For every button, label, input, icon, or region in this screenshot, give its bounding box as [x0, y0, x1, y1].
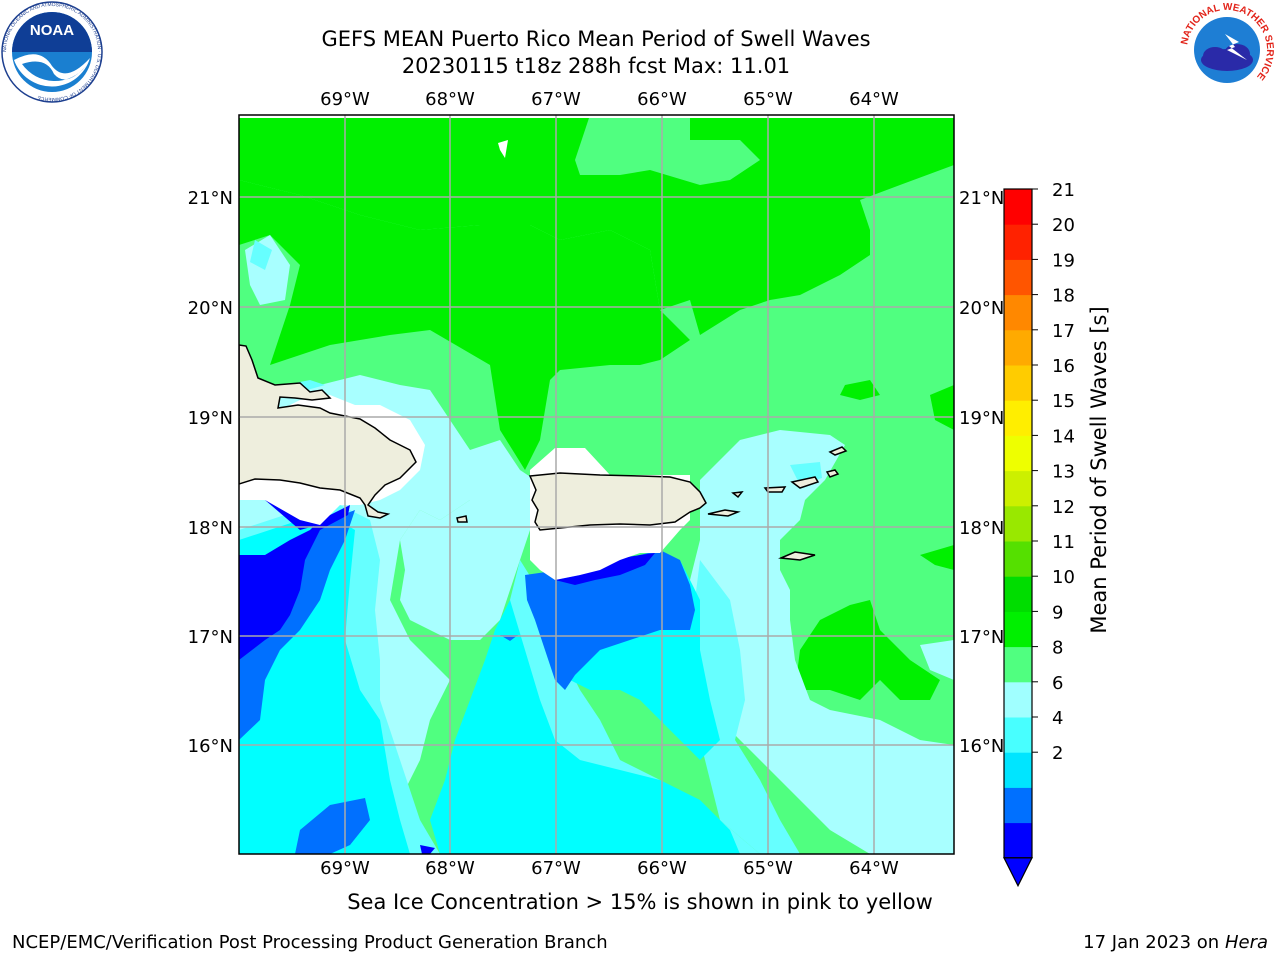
lat-tick-label: 19°N	[188, 408, 233, 429]
nws-logo: NATIONAL WEATHER SERVICE	[1179, 2, 1275, 97]
lat-tick-label: 16°N	[188, 736, 233, 757]
colorbar-tick-label: 14	[1052, 426, 1075, 447]
anegada	[825, 469, 840, 478]
lat-tick-label: 16°N	[959, 736, 1004, 757]
lon-tick-label: 64°W	[849, 89, 899, 110]
sombrero	[828, 446, 848, 456]
vieques	[707, 509, 741, 517]
lon-tick-label: 69°W	[320, 858, 370, 879]
colorbar-frame	[1003, 188, 1033, 859]
colorbar-swatch	[1004, 752, 1032, 788]
lat-tick-label: 18°N	[188, 518, 233, 539]
hispaniola	[239, 344, 417, 519]
lat-tick-label: 17°N	[188, 627, 233, 648]
colorbar-tick-label: 15	[1052, 391, 1075, 412]
tortola	[790, 476, 820, 489]
colorbar-swatch	[1004, 189, 1032, 225]
colorbar-tick-label: 20	[1052, 215, 1075, 236]
colorbar-tick-label: 10	[1052, 567, 1075, 588]
colorbar-swatch	[1004, 822, 1032, 859]
colorbar-swatch	[1004, 365, 1032, 401]
noaa-logo: NOAA NATIONAL OCEANIC AND ATMOSPHERIC AD…	[1, 1, 103, 103]
lon-tick-label: 67°W	[531, 858, 581, 879]
colorbar-swatch	[1004, 681, 1032, 718]
lon-axis-top: 69°W 68°W 67°W 66°W 65°W 64°W	[320, 89, 899, 110]
lon-tick-label: 68°W	[425, 89, 475, 110]
colorbar-tick-label: 21	[1052, 180, 1075, 201]
sea-ice-note: Sea Ice Concentration > 15% is shown in …	[347, 890, 933, 914]
culebra	[731, 491, 744, 499]
colorbar-tick-label: 17	[1052, 321, 1075, 342]
lat-tick-label: 20°N	[959, 298, 1004, 319]
colorbar-tick-label: 4	[1052, 708, 1063, 729]
lat-tick-label: 19°N	[959, 408, 1004, 429]
colorbar-tick-label: 19	[1052, 250, 1075, 271]
colorbar-swatch	[1004, 541, 1032, 577]
colorbar-tick-label: 2	[1052, 743, 1063, 764]
gridlines	[239, 115, 954, 854]
colorbar-tick-label: 12	[1052, 497, 1075, 518]
mona-island	[456, 515, 468, 523]
lat-tick-label: 20°N	[188, 298, 233, 319]
lon-tick-label: 69°W	[320, 89, 370, 110]
lon-tick-label: 66°W	[637, 858, 687, 879]
noaa-logo-text: NOAA	[30, 22, 74, 39]
colorbar-tick-label: 6	[1052, 673, 1063, 694]
colorbar-swatch	[1004, 435, 1032, 472]
lon-tick-label: 68°W	[425, 858, 475, 879]
colorbar-swatch	[1004, 259, 1032, 296]
lat-tick-label: 21°N	[959, 188, 1004, 209]
colorbar-tick-label: 18	[1052, 286, 1075, 307]
colorbar-swatch	[1004, 505, 1032, 542]
lon-tick-label: 64°W	[849, 858, 899, 879]
colorbar-swatch	[1004, 646, 1032, 683]
colorbar-extend-arrow	[1003, 857, 1033, 888]
colorbar-swatch	[1004, 224, 1032, 260]
period-band-10-11	[239, 115, 954, 778]
footer-machine: Hera	[1224, 932, 1268, 953]
lat-axis-right: 21°N 20°N 19°N 18°N 17°N 16°N	[959, 188, 1004, 757]
st-croix	[778, 551, 816, 561]
lat-tick-label: 17°N	[959, 627, 1004, 648]
plot-frame	[238, 114, 955, 855]
colorbar-swatch	[1004, 294, 1032, 331]
colorbar-swatch	[1004, 329, 1032, 366]
colorbar-swatch	[1004, 717, 1032, 753]
lon-axis-bottom: 69°W 68°W 67°W 66°W 65°W 64°W	[320, 858, 899, 879]
colorbar-swatch	[1004, 787, 1032, 824]
colorbar-tick-label: 11	[1052, 532, 1075, 553]
lon-tick-label: 66°W	[637, 89, 687, 110]
footer-date: 17 Jan 2023 on Hera	[1083, 932, 1268, 953]
colorbar: 21 20 19 18 17 16 15 14 13 12 11 10 9 8 6 4 2	[1003, 180, 1075, 888]
lon-tick-label: 65°W	[743, 858, 793, 879]
colorbar-tick-label: 9	[1052, 602, 1063, 623]
chart-subtitle: 20230115 t18z 288h fcst Max: 11.01	[401, 54, 791, 78]
footer-credit: NCEP/EMC/Verification Post Processing Pr…	[12, 932, 608, 953]
footer-date-text: 17 Jan 2023 on	[1083, 932, 1225, 953]
colorbar-tick-label: 16	[1052, 356, 1075, 377]
colorbar-tick-label: 8	[1052, 638, 1063, 659]
lat-tick-label: 18°N	[959, 518, 1004, 539]
chart-title: GEFS MEAN Puerto Rico Mean Period of Swe…	[321, 27, 871, 51]
colorbar-label: Mean Period of Swell Waves [s]	[1087, 306, 1111, 633]
lon-tick-label: 65°W	[743, 89, 793, 110]
colorbar-swatch	[1004, 576, 1032, 612]
lat-tick-label: 21°N	[188, 188, 233, 209]
lon-tick-label: 67°W	[531, 89, 581, 110]
colorbar-swatch	[1004, 400, 1032, 436]
colorbar-swatch	[1004, 611, 1032, 648]
lat-axis-left: 21°N 20°N 19°N 18°N 17°N 16°N	[188, 188, 233, 757]
colorbar-swatch	[1004, 470, 1032, 507]
st-thomas	[763, 486, 787, 493]
colorbar-tick-label: 13	[1052, 462, 1075, 483]
